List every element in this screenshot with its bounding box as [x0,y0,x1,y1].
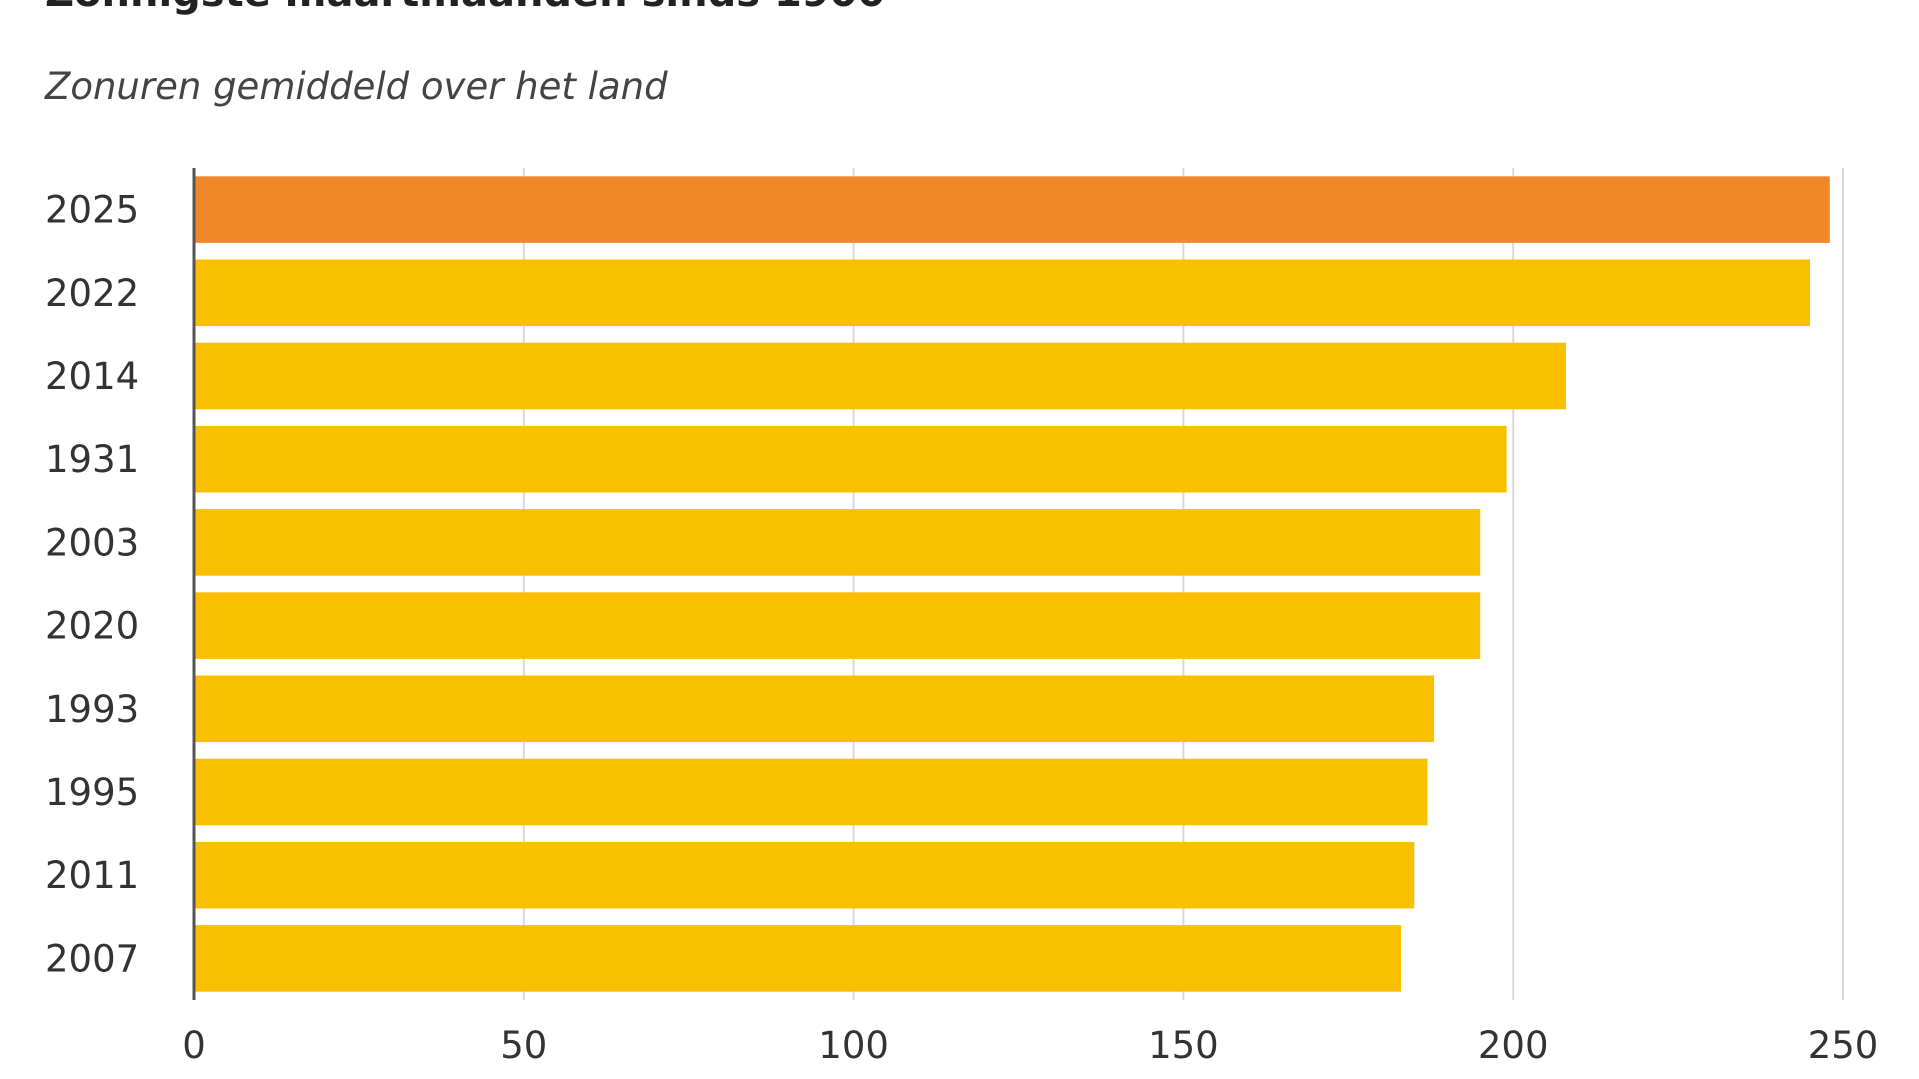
bar-2007 [194,925,1402,992]
x-tick-label-100: 100 [818,1024,889,1067]
bar-2011 [194,841,1415,909]
y-category-label-2011: 2011 [45,854,139,897]
chart-subtitle: Zonuren gemiddeld over het land [45,65,668,108]
bar-1993 [194,675,1435,743]
x-tick-label-200: 200 [1478,1024,1549,1067]
x-tick-label-50: 50 [500,1024,547,1067]
chart-title: Zonnigste maartmaanden sinds 1900 [45,0,885,16]
y-category-label-1931: 1931 [45,438,139,481]
x-tick-label-150: 150 [1148,1024,1219,1067]
y-category-label-2020: 2020 [45,605,139,648]
bar-2020 [194,592,1481,659]
y-category-label-2014: 2014 [45,355,139,398]
x-tick-label-250: 250 [1808,1024,1879,1067]
y-category-label-1993: 1993 [45,688,139,731]
y-category-label-1995: 1995 [45,771,139,814]
axes: 0 50 100 150 200 250 2025 2022 2014 1931 2003 2020 1… [45,168,1878,1067]
y-category-label-2007: 2007 [45,937,139,980]
y-category-label-2003: 2003 [45,521,139,564]
bar-1995 [194,758,1428,826]
y-category-label-2025: 2025 [45,189,139,232]
bar-2025 [194,176,1830,243]
y-category-label-2022: 2022 [45,272,139,315]
bar-2003 [194,509,1481,576]
bars [194,176,1830,992]
bar-1931 [194,425,1507,493]
x-tick-label-0: 0 [182,1024,206,1067]
bar-2022 [194,259,1811,327]
bar-2014 [194,342,1566,410]
